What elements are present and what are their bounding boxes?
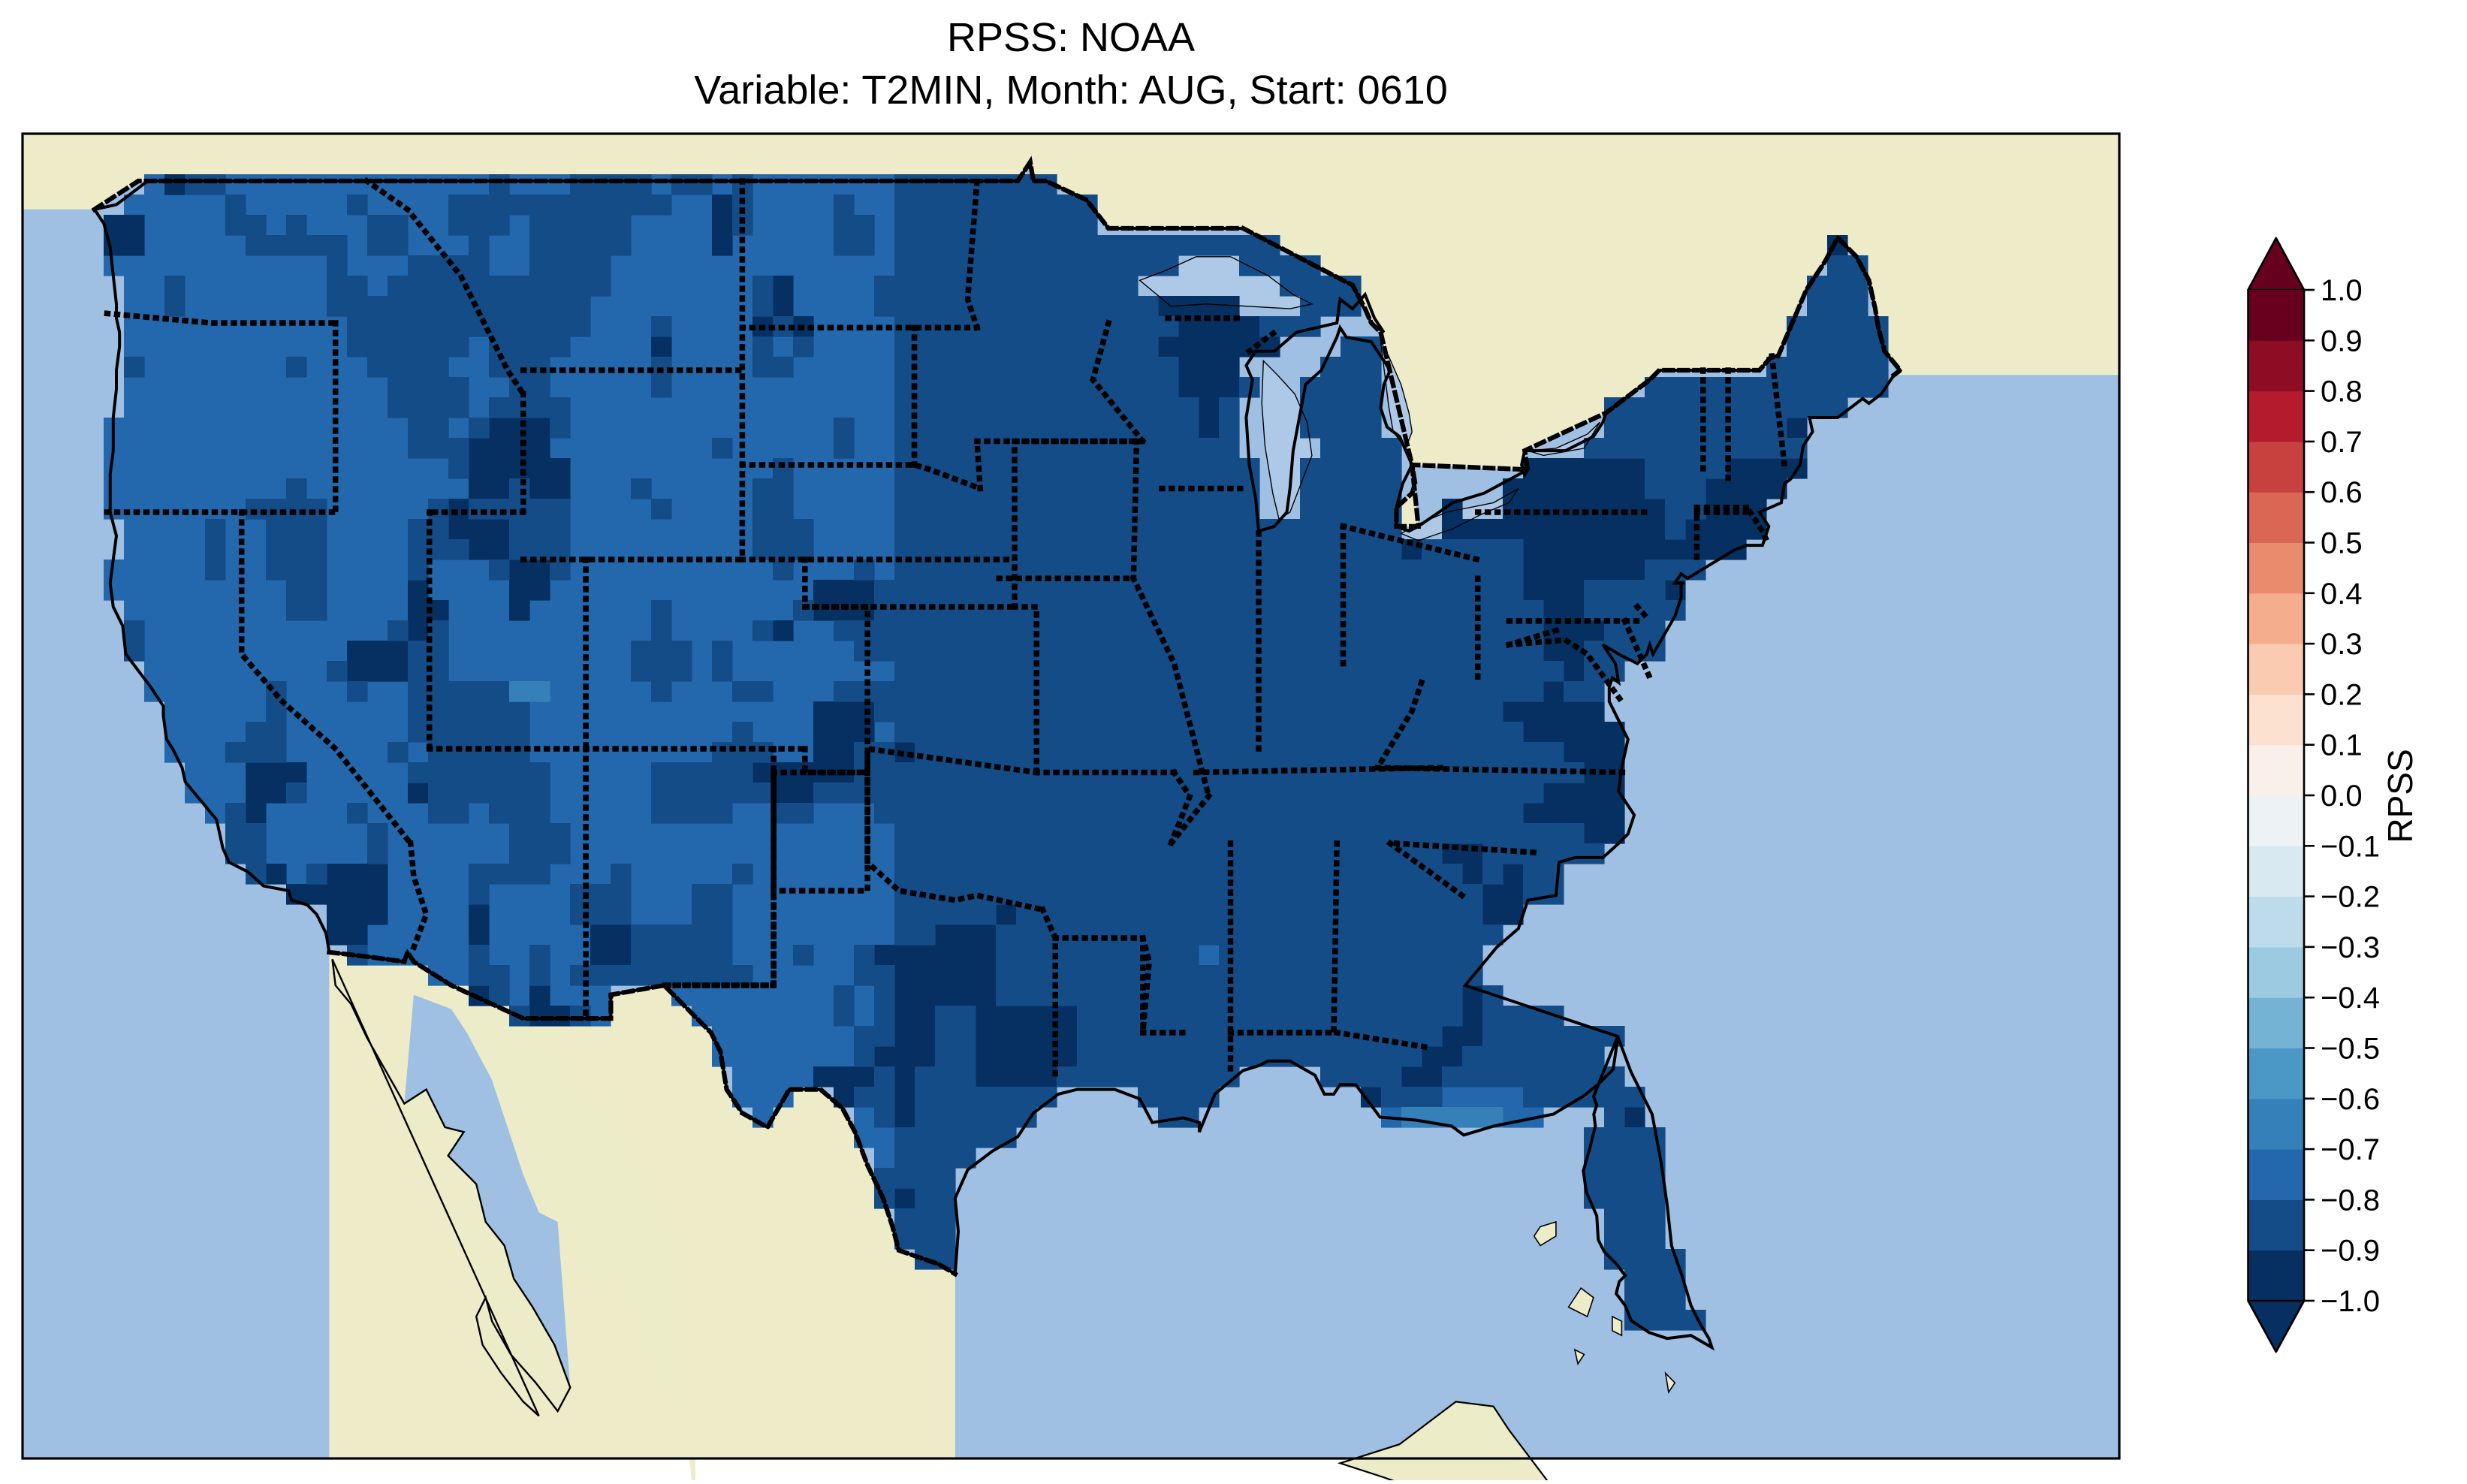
svg-text:−0.5: −0.5 (2321, 1033, 2380, 1066)
svg-text:−0.4: −0.4 (2321, 982, 2380, 1015)
svg-text:0.4: 0.4 (2321, 578, 2363, 611)
svg-text:0.1: 0.1 (2321, 729, 2363, 762)
svg-text:−0.3: −0.3 (2321, 931, 2380, 964)
svg-text:−0.1: −0.1 (2321, 830, 2380, 863)
svg-text:−0.9: −0.9 (2321, 1235, 2380, 1268)
svg-text:0.0: 0.0 (2321, 780, 2363, 813)
svg-text:Variable: T2MIN, Month: AUG, S: Variable: T2MIN, Month: AUG, Start: 0610 (694, 68, 1447, 113)
svg-text:RPSS: NOAA: RPSS: NOAA (947, 15, 1195, 60)
svg-text:0.7: 0.7 (2321, 426, 2363, 459)
svg-text:−0.8: −0.8 (2321, 1184, 2380, 1217)
svg-text:0.5: 0.5 (2321, 527, 2363, 560)
svg-text:RPSS: RPSS (2381, 749, 2420, 843)
svg-text:0.3: 0.3 (2321, 628, 2363, 661)
svg-text:−0.6: −0.6 (2321, 1083, 2380, 1116)
svg-text:0.6: 0.6 (2321, 476, 2363, 509)
svg-text:−0.2: −0.2 (2321, 881, 2380, 914)
svg-text:1.0: 1.0 (2321, 274, 2363, 307)
svg-text:0.9: 0.9 (2321, 324, 2363, 357)
svg-text:−0.7: −0.7 (2321, 1133, 2380, 1166)
svg-text:−1.0: −1.0 (2321, 1285, 2380, 1318)
svg-text:0.2: 0.2 (2321, 678, 2363, 711)
svg-text:0.8: 0.8 (2321, 376, 2363, 409)
